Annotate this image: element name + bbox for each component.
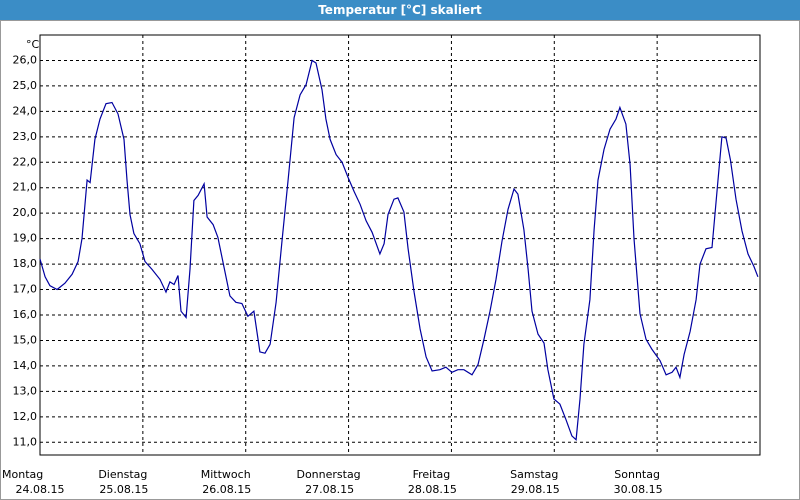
x-tick-date: 24.08.15: [16, 483, 65, 496]
x-tick-date: 28.08.15: [408, 483, 457, 496]
y-tick-label: 17,0: [13, 283, 38, 296]
y-tick-label: 25,0: [13, 79, 38, 92]
temperature-line: [39, 59, 759, 441]
window-frame: [0, 20, 800, 500]
y-tick-label: 24,0: [13, 104, 38, 117]
x-tick-label: Freitag: [413, 468, 451, 481]
title-bar: Temperatur [°C] skaliert: [0, 0, 800, 20]
x-tick-date: 29.08.15: [511, 483, 560, 496]
y-tick-label: 13,0: [13, 384, 38, 397]
y-tick-label: 21,0: [13, 181, 38, 194]
x-tick-date: 30.08.15: [614, 483, 663, 496]
y-tick-label: 20,0: [13, 206, 38, 219]
y-tick-label: 19,0: [13, 232, 38, 245]
y-tick-label: 12,0: [13, 410, 38, 423]
x-tick-label: Samstag: [510, 468, 558, 481]
y-tick-label: 18,0: [13, 257, 38, 270]
x-tick-date: 25.08.15: [99, 483, 148, 496]
chart: °C 11,0 12,0 13,0 14,0 15,0 16,0 17,0 18,0 19,0 2…: [0, 20, 800, 500]
y-tick-label: 14,0: [13, 359, 38, 372]
y-tick-label: 26,0: [13, 53, 38, 66]
x-tick-label: Montag: [2, 468, 43, 481]
x-tick-label: Mittwoch: [201, 468, 251, 481]
x-tick-label: Sonntag: [614, 468, 660, 481]
x-tick-date: 27.08.15: [305, 483, 354, 496]
y-unit: °C: [26, 38, 40, 51]
plot-frame: [39, 34, 761, 456]
y-tick-label: 15,0: [13, 333, 38, 346]
y-tick-label: 11,0: [13, 435, 38, 448]
y-tick-label: 23,0: [13, 130, 38, 143]
x-tick-label: Dienstag: [98, 468, 147, 481]
y-tick-label: 22,0: [13, 155, 38, 168]
y-tick-label: 16,0: [13, 308, 38, 321]
x-tick-date: 26.08.15: [202, 483, 251, 496]
x-tick-label: Donnerstag: [296, 468, 360, 481]
